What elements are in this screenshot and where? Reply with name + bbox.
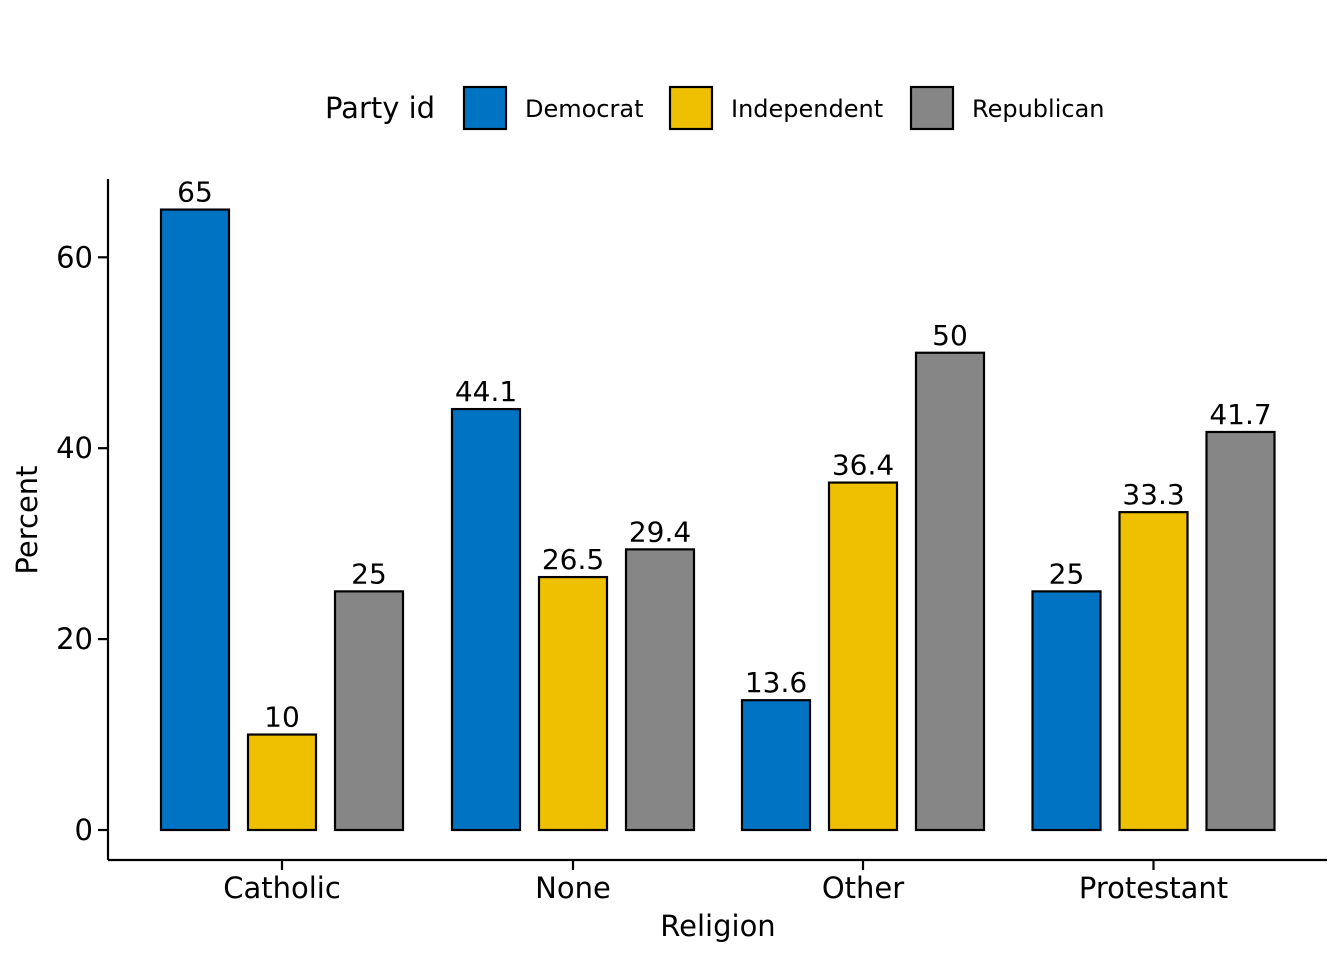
y-axis-title: Percent [10,465,44,574]
y-tick-label-20: 20 [56,622,93,656]
data-label-none-democrat: 44.1 [455,375,517,408]
bar-none-independent [537,575,609,832]
data-label-none-independent: 26.5 [542,543,604,576]
x-tick-label-protestant: Protestant [1079,871,1228,905]
x-tick-label-other: Other [822,871,904,905]
x-axis: Catholic None Other Protestant [108,858,1327,905]
bar-catholic-republican [333,590,405,832]
data-label-catholic-independent: 10 [264,701,300,734]
bar-other-independent [827,481,899,832]
bar-catholic-democrat [159,208,231,832]
x-tick-label-none: None [535,871,611,905]
legend-key-democrat [462,85,508,131]
bar-other-democrat [740,699,812,832]
x-tick-label-catholic: Catholic [223,871,341,905]
data-label-other-independent: 36.4 [832,449,894,482]
y-tick-label-60: 60 [56,240,93,274]
y-tick-label-0: 0 [75,813,93,847]
data-label-protestant-democrat: 25 [1049,557,1085,590]
y-tick-label-40: 40 [56,431,93,465]
bar-protestant-independent [1118,511,1189,832]
bar-none-democrat [450,407,522,832]
data-label-catholic-republican: 25 [351,557,387,590]
legend-label-republican: Republican [972,95,1105,123]
bars: 65 10 25 44.1 26.5 29.4 13.6 36.4 50 25 33.3 41.7 [159,176,1276,832]
legend-title: Party id [325,91,435,125]
data-label-other-democrat: 13.6 [745,666,807,699]
legend: Party id Democrat Independent Republican [325,85,1105,131]
data-label-protestant-independent: 33.3 [1122,478,1184,511]
bar-protestant-republican [1205,430,1276,832]
bar-none-republican [624,548,696,832]
legend-key-independent [668,85,714,131]
legend-label-democrat: Democrat [525,95,644,123]
bar-other-republican [914,351,986,832]
data-label-catholic-democrat: 65 [177,176,213,209]
bar-catholic-independent [246,733,318,832]
data-label-none-republican: 29.4 [629,515,691,548]
legend-key-republican [909,85,955,131]
data-label-other-republican: 50 [932,319,968,352]
bar-protestant-democrat [1031,590,1102,832]
legend-label-independent: Independent [731,95,883,123]
y-axis: 0 20 40 60 [56,179,110,860]
data-label-protestant-republican: 41.7 [1209,398,1271,431]
x-axis-title: Religion [660,909,775,943]
